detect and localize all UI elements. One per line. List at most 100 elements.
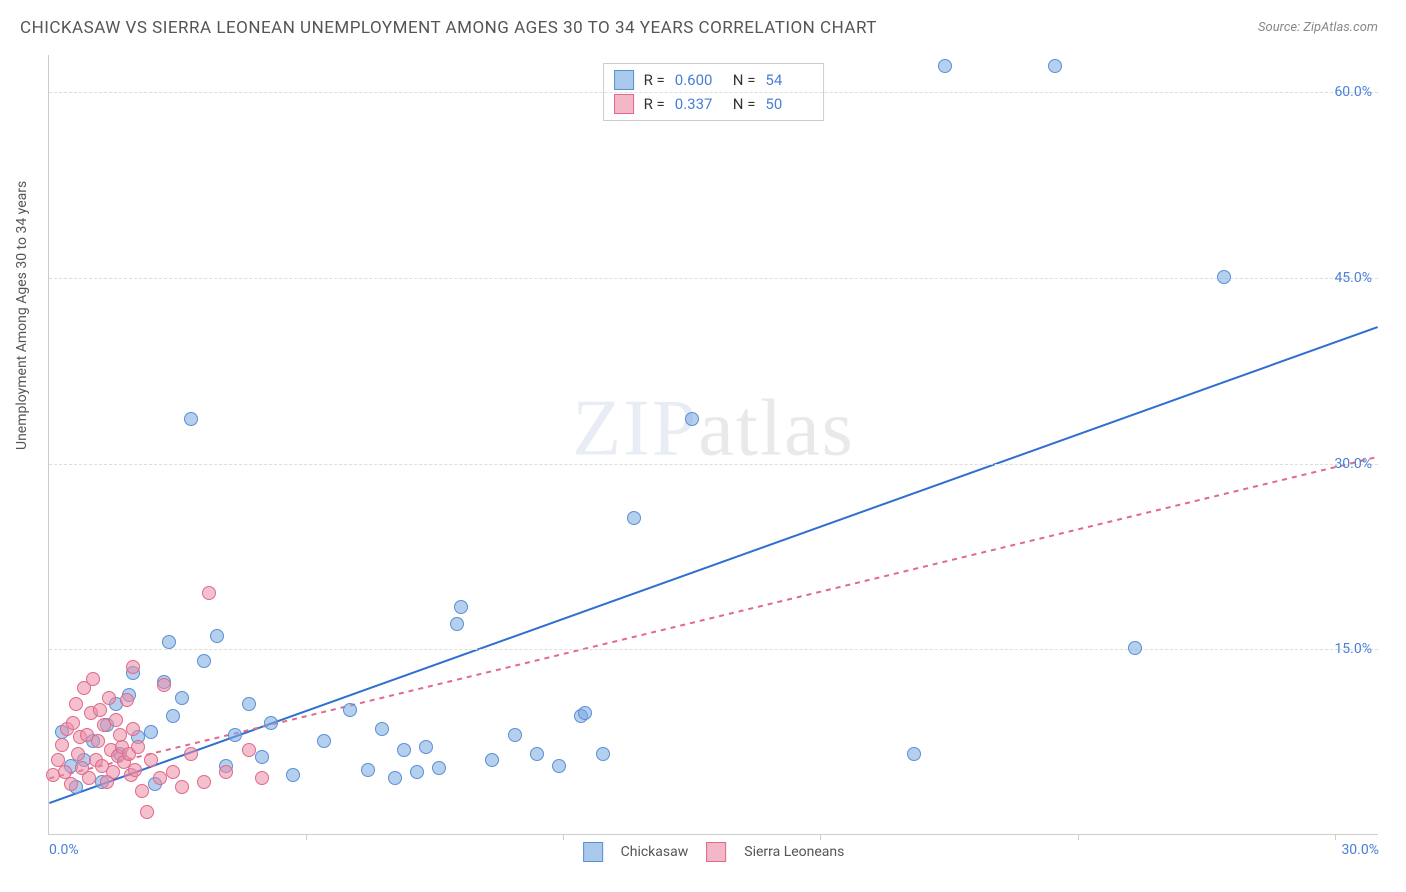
legend-row: R = 0.337 N = 50 [614, 92, 814, 116]
x-tick-label: 30.0% [1341, 842, 1379, 858]
y-tick-label: 30.0% [1334, 456, 1372, 472]
scatter-point [128, 763, 142, 777]
scatter-point [454, 600, 468, 614]
legend-r-label: R = [644, 71, 665, 89]
y-axis-label: Unemployment Among Ages 30 to 34 years [14, 181, 30, 450]
scatter-point [361, 763, 375, 777]
x-minor-tick [820, 834, 821, 840]
scatter-point [66, 716, 80, 730]
scatter-point [126, 722, 140, 736]
scatter-point [64, 777, 78, 791]
legend-swatch [583, 842, 603, 862]
scatter-point [343, 703, 357, 717]
scatter-point [627, 511, 641, 525]
scatter-point [184, 412, 198, 426]
scatter-point [578, 706, 592, 720]
legend-r-label: R = [644, 95, 665, 113]
chart-title: CHICKASAW VS SIERRA LEONEAN UNEMPLOYMENT… [20, 18, 877, 38]
scatter-point [530, 747, 544, 761]
trend-line [49, 457, 1377, 778]
scatter-point [71, 747, 85, 761]
scatter-point [242, 743, 256, 757]
watermark: ZIPatlas [572, 383, 855, 474]
scatter-point [485, 753, 499, 767]
scatter-point [175, 780, 189, 794]
legend-swatch [614, 94, 634, 114]
legend-swatch [706, 842, 726, 862]
scatter-point [197, 775, 211, 789]
scatter-point [86, 672, 100, 686]
scatter-point [685, 412, 699, 426]
scatter-point [286, 768, 300, 782]
scatter-point [82, 771, 96, 785]
scatter-point [175, 691, 189, 705]
scatter-point [508, 728, 522, 742]
scatter-point [131, 740, 145, 754]
legend-n-value: 54 [765, 71, 813, 89]
x-tick-label: 0.0% [49, 842, 79, 858]
gridline-h [49, 464, 1378, 465]
scatter-point [255, 750, 269, 764]
scatter-point [255, 771, 269, 785]
scatter-point [397, 743, 411, 757]
scatter-point [91, 734, 105, 748]
scatter-point [120, 693, 134, 707]
watermark-atlas: atlas [698, 384, 855, 472]
legend-r-value: 0.337 [675, 95, 723, 113]
legend-n-value: 50 [765, 95, 813, 113]
scatter-point [450, 617, 464, 631]
scatter-point [153, 771, 167, 785]
legend-n-label: N = [733, 71, 756, 89]
y-tick-label: 60.0% [1334, 84, 1372, 100]
scatter-point [144, 753, 158, 767]
scatter-point [242, 697, 256, 711]
scatter-point [410, 765, 424, 779]
trend-line [49, 327, 1377, 803]
legend-series-label: Sierra Leoneans [744, 844, 844, 860]
legend-n-label: N = [733, 95, 756, 113]
scatter-point [219, 765, 233, 779]
scatter-point [202, 586, 216, 600]
scatter-point [907, 747, 921, 761]
scatter-point [184, 747, 198, 761]
scatter-point [432, 761, 446, 775]
gridline-h [49, 278, 1378, 279]
scatter-point [1048, 59, 1062, 73]
scatter-point [140, 805, 154, 819]
scatter-point [264, 716, 278, 730]
scatter-point [109, 713, 123, 727]
series-legend: Chickasaw Sierra Leoneans [583, 842, 845, 862]
x-minor-tick [1078, 834, 1079, 840]
scatter-point [419, 740, 433, 754]
scatter-point [210, 629, 224, 643]
plot-area: ZIPatlas R =0.600N =54R =0.337N =50 Chic… [48, 55, 1378, 835]
gridline-h [49, 649, 1378, 650]
scatter-point [1128, 641, 1142, 655]
x-minor-tick [306, 834, 307, 840]
scatter-point [552, 759, 566, 773]
legend-swatch [614, 70, 634, 90]
y-tick-label: 15.0% [1334, 641, 1372, 657]
scatter-point [596, 747, 610, 761]
scatter-point [166, 765, 180, 779]
y-tick-label: 45.0% [1334, 270, 1372, 286]
scatter-point [375, 722, 389, 736]
trend-lines [49, 55, 1378, 834]
scatter-point [93, 703, 107, 717]
scatter-point [144, 725, 158, 739]
scatter-point [102, 691, 116, 705]
scatter-point [388, 771, 402, 785]
gridline-h [49, 92, 1378, 93]
scatter-point [126, 660, 140, 674]
scatter-point [938, 59, 952, 73]
watermark-zip: ZIP [572, 384, 698, 472]
scatter-point [228, 728, 242, 742]
legend-row: R = 0.600 N = 54 [614, 68, 814, 92]
legend-series-label: Chickasaw [621, 844, 689, 860]
scatter-point [1217, 270, 1231, 284]
scatter-point [106, 765, 120, 779]
legend-r-value: 0.600 [675, 71, 723, 89]
scatter-point [157, 678, 171, 692]
scatter-point [197, 654, 211, 668]
scatter-point [55, 738, 69, 752]
